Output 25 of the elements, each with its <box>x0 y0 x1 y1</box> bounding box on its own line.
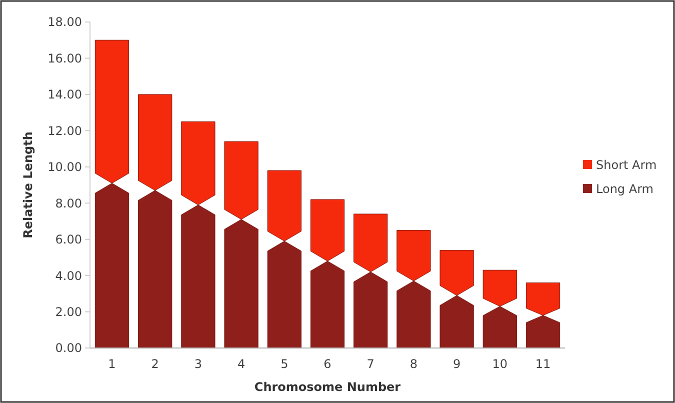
x-tick-label: 8 <box>410 357 418 371</box>
legend-label: Long Arm <box>596 182 654 196</box>
legend-label: Short Arm <box>596 158 657 172</box>
x-tick-label: 1 <box>108 357 116 371</box>
y-tick-label: 8.00 <box>55 196 82 210</box>
x-axis-title: Chromosome Number <box>254 380 401 394</box>
y-tick-label: 10.00 <box>48 160 82 174</box>
x-tick-label: 7 <box>366 357 374 371</box>
y-tick-label: 12.00 <box>48 124 82 138</box>
x-tick-label: 3 <box>194 357 202 371</box>
x-tick-label: 5 <box>280 357 288 371</box>
y-tick-label: 0.00 <box>55 341 82 356</box>
x-tick-label: 9 <box>452 357 461 371</box>
x-tick-label: 6 <box>324 357 332 371</box>
y-tick-label: 14.00 <box>48 88 82 102</box>
y-tick-label: 2.00 <box>55 304 82 319</box>
x-tick-label: 2 <box>151 357 159 371</box>
y-tick-label: 4.00 <box>55 268 82 283</box>
x-tick-label: 10 <box>492 357 508 371</box>
y-tick-label: 18.00 <box>48 15 82 30</box>
y-tick-label: 6.00 <box>55 232 82 247</box>
x-tick-label: 11 <box>535 357 551 371</box>
y-axis-title: Relative Length <box>21 132 35 238</box>
y-tick-label: 16.00 <box>48 51 82 66</box>
x-tick-label: 4 <box>237 357 246 371</box>
